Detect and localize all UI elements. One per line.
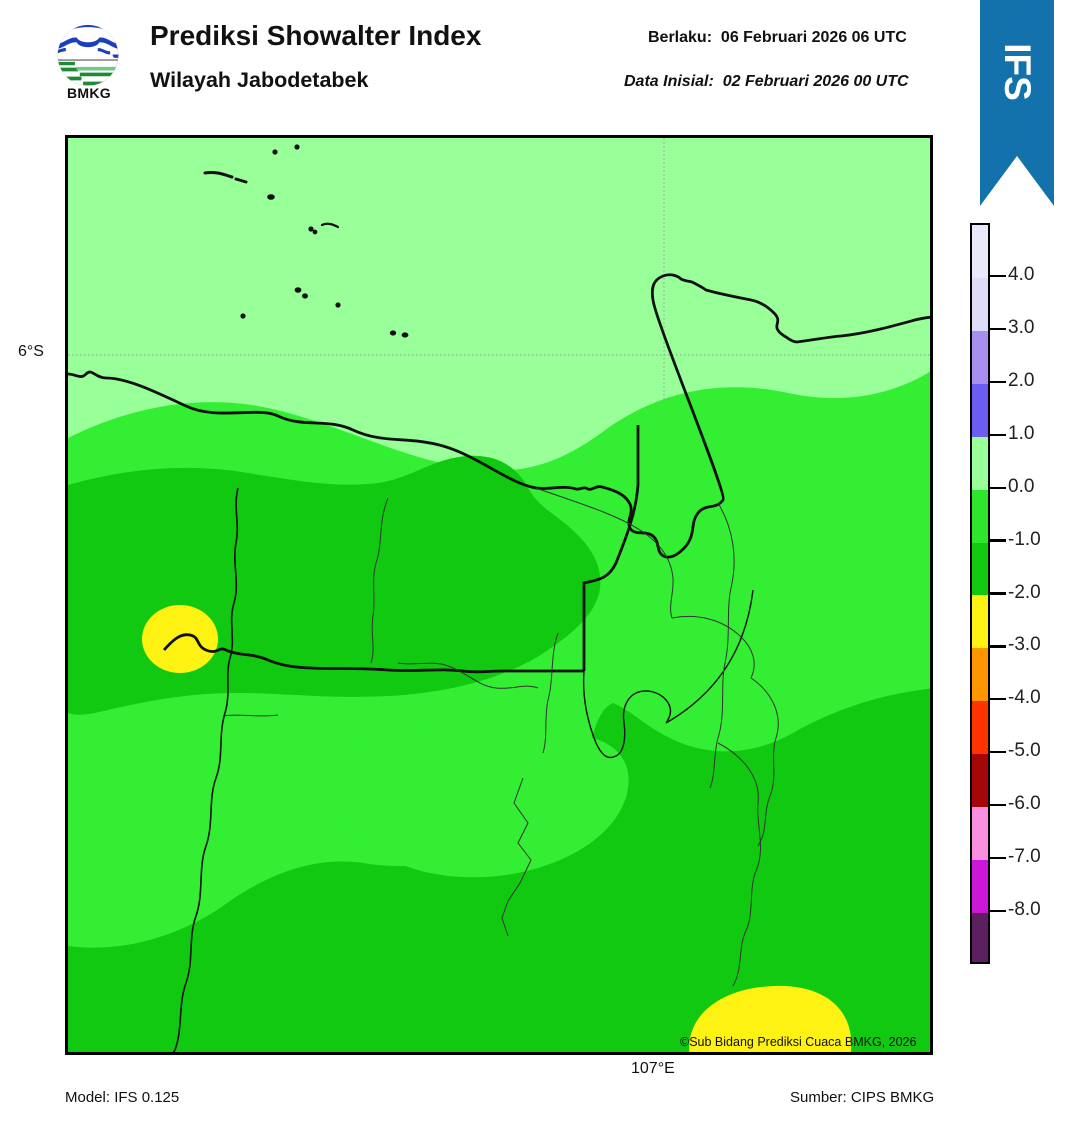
svg-text:IFS: IFS — [997, 43, 1038, 101]
